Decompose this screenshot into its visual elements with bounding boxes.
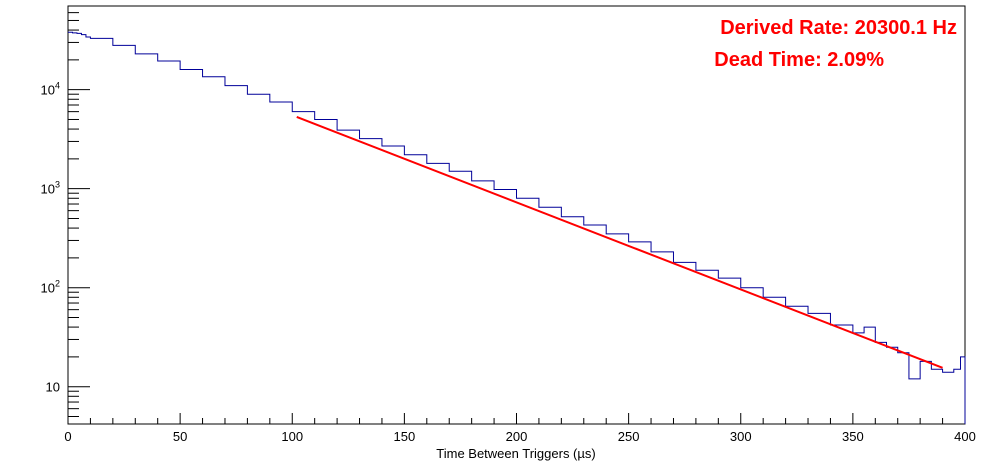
y-minor-ticks xyxy=(68,5,90,418)
y-tick-label: 104 xyxy=(41,81,60,98)
histogram-series xyxy=(68,31,966,424)
x-tick-label: 0 xyxy=(64,429,71,444)
x-tick-label: 400 xyxy=(954,429,976,444)
x-tick-label: 50 xyxy=(173,429,187,444)
fit-line xyxy=(296,116,943,369)
x-tick-label: 150 xyxy=(394,429,416,444)
x-ticks: 0 50 100 150 200 250 300 350 400 xyxy=(64,413,976,444)
x-tick-label: 300 xyxy=(730,429,752,444)
y-major-ticks: 10 102 103 104 xyxy=(41,81,60,395)
y-tick-label: 103 xyxy=(41,180,60,197)
annotation-dead-time: Dead Time: 2.09% xyxy=(714,49,884,71)
annotation-derived-rate: Derived Rate: 20300.1 Hz xyxy=(720,17,957,39)
x-axis-title: Time Between Triggers (µs) xyxy=(436,446,595,461)
x-tick-label: 200 xyxy=(506,429,528,444)
y-tick-label: 102 xyxy=(41,279,60,296)
x-tick-label: 350 xyxy=(842,429,864,444)
y-tick-label: 10 xyxy=(46,380,60,395)
x-tick-label: 100 xyxy=(281,429,303,444)
series-layer xyxy=(68,31,966,424)
x-tick-label: 250 xyxy=(618,429,640,444)
